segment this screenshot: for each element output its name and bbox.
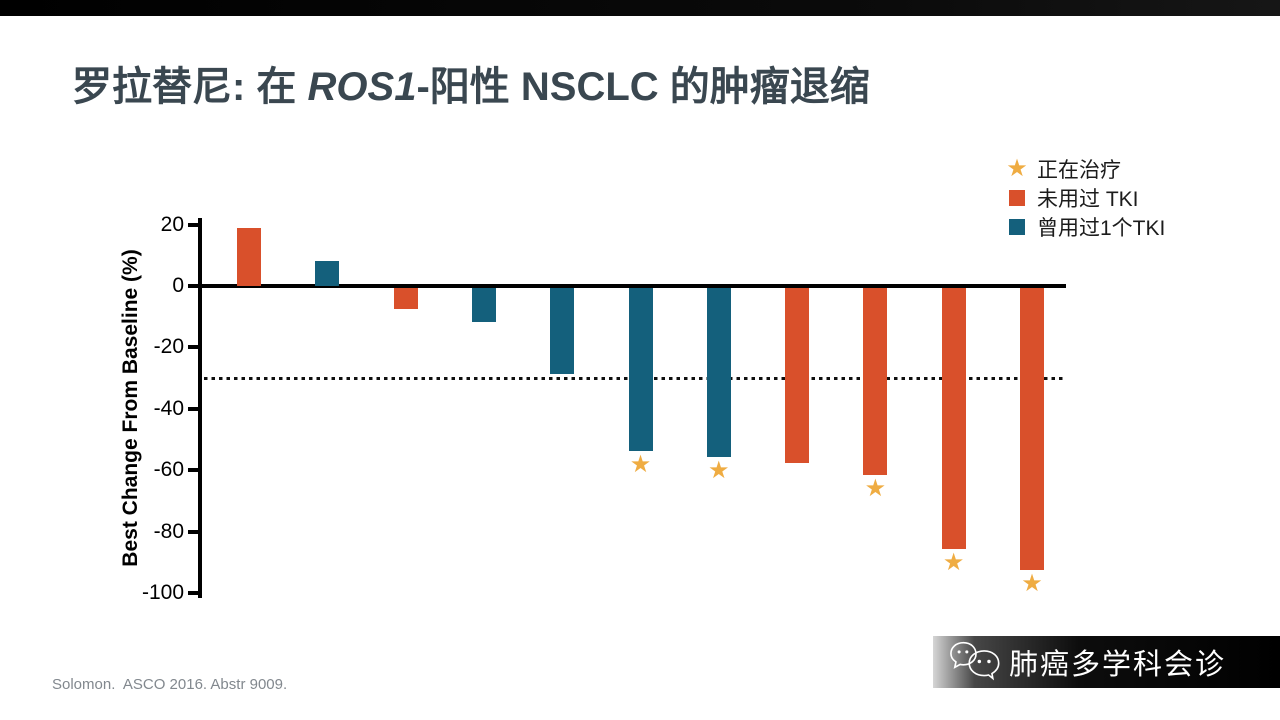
- y-tick-mark: [188, 591, 201, 595]
- bar: [628, 288, 653, 451]
- wechat-bubbles-icon: [950, 641, 1000, 681]
- bar: [863, 288, 888, 476]
- bar: [237, 227, 261, 286]
- bar: [550, 288, 575, 374]
- watermark-text: 肺癌多学科会诊: [1009, 649, 1227, 681]
- watermark-banner: 肺癌多学科会诊: [933, 636, 1280, 688]
- top-border-bar: [0, 0, 1280, 16]
- star-icon: ★: [1021, 570, 1043, 598]
- legend-item-prior-tki: 曾用过1个TKI: [1006, 216, 1165, 240]
- bar: [706, 288, 731, 457]
- bar: [315, 261, 340, 286]
- star-icon: ★: [942, 548, 965, 576]
- star-icon: ★: [629, 450, 652, 478]
- y-tick-label: -80: [153, 519, 184, 543]
- y-tick-mark: [188, 468, 201, 473]
- y-tick-mark: [188, 345, 201, 350]
- bar: [1020, 288, 1044, 571]
- y-tick-label: -60: [153, 458, 184, 482]
- y-tick-label: -20: [153, 335, 184, 359]
- legend-label: 曾用过1个TKI: [1037, 217, 1166, 240]
- y-tick-mark: [188, 222, 201, 227]
- star-icon: ★: [864, 475, 887, 503]
- bar: [393, 288, 418, 310]
- legend-label: 正在治疗: [1037, 159, 1121, 182]
- slide-title: 罗拉替尼: 在 ROS1-阳性 NSCLC 的肿瘤退缩: [72, 54, 1172, 112]
- title-prefix: 罗拉替尼: 在: [72, 65, 308, 109]
- y-tick-label: 0: [172, 274, 184, 297]
- zero-baseline: [200, 284, 1066, 288]
- bar: [471, 288, 496, 322]
- star-icon: ★: [708, 456, 730, 484]
- title-gene-name: ROS1: [307, 65, 417, 109]
- bar: [941, 288, 966, 549]
- legend-item-on-treatment: ★ 正在治疗: [1006, 155, 1165, 183]
- y-tick-mark: [188, 284, 201, 288]
- legend: ★ 正在治疗 未用过 TKI 曾用过1个TKI: [1006, 155, 1165, 241]
- legend-item-tki-naive: 未用过 TKI: [1006, 187, 1165, 211]
- star-icon: ★: [1006, 155, 1028, 182]
- y-tick-label: 20: [160, 212, 184, 236]
- legend-label: 未用过 TKI: [1037, 188, 1139, 211]
- teal-square-icon: [1009, 219, 1025, 235]
- y-tick-mark: [188, 529, 201, 534]
- y-tick-label: -100: [141, 581, 184, 604]
- orange-square-icon: [1009, 190, 1025, 206]
- bar: [785, 288, 810, 463]
- citation: Solomon. ASCO 2016. Abstr 9009.: [52, 676, 288, 693]
- title-suffix: -阳性 NSCLC 的肿瘤退缩: [416, 65, 870, 109]
- y-tick-mark: [188, 406, 201, 411]
- y-tick-label: -40: [153, 396, 184, 420]
